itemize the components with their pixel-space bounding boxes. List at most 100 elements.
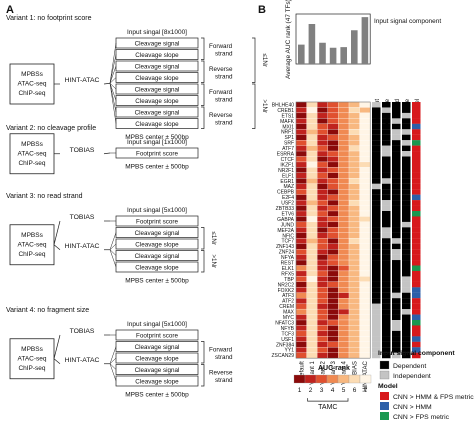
signal-row-label: Cleavage slope (135, 75, 179, 82)
heatmap-cell (327, 298, 339, 304)
input-signal-label: Input singal [1x1000] (127, 139, 187, 146)
heatmap-cell (359, 352, 371, 359)
heatmap-cell (348, 183, 360, 190)
heatmap-cell (359, 249, 371, 255)
component-cell (392, 276, 401, 282)
model-cell (412, 347, 421, 353)
heatmap-cell (295, 308, 307, 315)
component-cell (372, 205, 381, 212)
component-cell (402, 352, 411, 359)
component-cell (382, 189, 391, 195)
component-cell (382, 172, 391, 179)
component-cell (372, 260, 381, 266)
heatmap-cell (348, 319, 360, 326)
heatmap-cell (338, 259, 350, 266)
heatmap-cell (306, 243, 318, 250)
model-cell (412, 281, 421, 288)
component-cell (402, 189, 411, 195)
heatmap-cell (338, 276, 350, 282)
component-cell (392, 341, 401, 348)
heatmap-cell (306, 319, 318, 326)
heatmap-cell (317, 319, 328, 326)
component-cell (372, 265, 381, 272)
heatmap-cell (338, 249, 350, 255)
heatmap-cell (306, 178, 318, 184)
heatmap-cell (348, 123, 360, 130)
heatmap-cell (327, 243, 339, 250)
component-cell (372, 227, 381, 233)
tf-row-label: SRF (284, 141, 294, 147)
heatmap-cell (348, 134, 360, 141)
heatmap-cell (338, 183, 350, 190)
fan-line (109, 83, 117, 101)
tf-row-label: ATF2 (282, 299, 294, 305)
heatmap-cell (306, 145, 318, 152)
tf-row-label: MEF2A (277, 228, 294, 234)
component-cell (382, 118, 391, 124)
heatmap-cell (295, 123, 307, 130)
strand-brace (201, 37, 205, 60)
heatmap-cell (348, 341, 360, 348)
strand-label: strand (215, 73, 233, 80)
heatmap-cell (359, 112, 371, 119)
heatmap-cell (338, 161, 350, 168)
strand-label: Forward (209, 43, 233, 50)
heatmap-cell (327, 254, 339, 261)
component-cell (392, 325, 401, 331)
legend-swatch (380, 412, 389, 420)
legend-label: Dependent (393, 363, 426, 370)
tf-row-label: MXI1 (282, 124, 294, 130)
heatmap-cell (359, 199, 371, 206)
heatmap-cell (306, 189, 318, 195)
component-cell (382, 221, 391, 228)
fan-line (109, 346, 117, 364)
heatmap-cell (317, 276, 328, 282)
component-cell (402, 221, 411, 228)
column-label: Variant 2 (321, 360, 327, 384)
component-cell (372, 298, 381, 304)
heatmap-cell (359, 298, 371, 304)
input-signal-label: Input singal [5x1000] (127, 321, 187, 328)
strand-label: Reverse (209, 66, 233, 73)
heatmap-cell (295, 270, 307, 277)
signal-row-label: Cleavage slope (135, 242, 179, 249)
heatmap-cell (359, 205, 371, 212)
component-cell (392, 194, 401, 201)
heatmap-cell (295, 249, 307, 255)
component-cell (392, 352, 401, 359)
heatmap-cell (317, 112, 328, 119)
tf-row-label: CEBPB (277, 190, 295, 196)
heatmap-cell (338, 199, 350, 206)
input-line: ChIP-seq (18, 90, 45, 97)
signal-row-label: Footprint score (136, 333, 178, 340)
heatmap-cell (317, 232, 328, 239)
heatmap-cell (317, 243, 328, 250)
bar (319, 42, 326, 64)
heatmap-cell (348, 178, 360, 184)
component-cell (392, 270, 401, 277)
variant-title: Variant 3: no read strand (6, 193, 83, 200)
heatmap-cell (348, 227, 360, 233)
heatmap-cell (348, 194, 360, 201)
tf-row-label: ZNF384 (276, 342, 294, 348)
heatmap-cell (348, 161, 360, 168)
heatmap-cell (348, 270, 360, 277)
strand-label: strand (215, 119, 233, 126)
heatmap-cell (327, 205, 339, 212)
heatmap-cell (359, 238, 371, 244)
component-cell (382, 145, 391, 152)
heatmap-cell (359, 336, 371, 342)
component-cell (382, 352, 391, 359)
model-cell (412, 227, 421, 233)
component-cell (372, 129, 381, 135)
heatmap-cell (338, 303, 350, 310)
heatmap-cell (338, 232, 350, 239)
heatmap-cell (327, 172, 339, 179)
tf-row-label: ZBTB33 (276, 206, 295, 212)
component-cell (392, 151, 401, 157)
heatmap-cell (295, 161, 307, 168)
auc-rank-tick: 1 (298, 387, 302, 394)
heatmap-cell (338, 347, 350, 353)
heatmap-cell (317, 227, 328, 233)
model-cell (412, 140, 421, 146)
